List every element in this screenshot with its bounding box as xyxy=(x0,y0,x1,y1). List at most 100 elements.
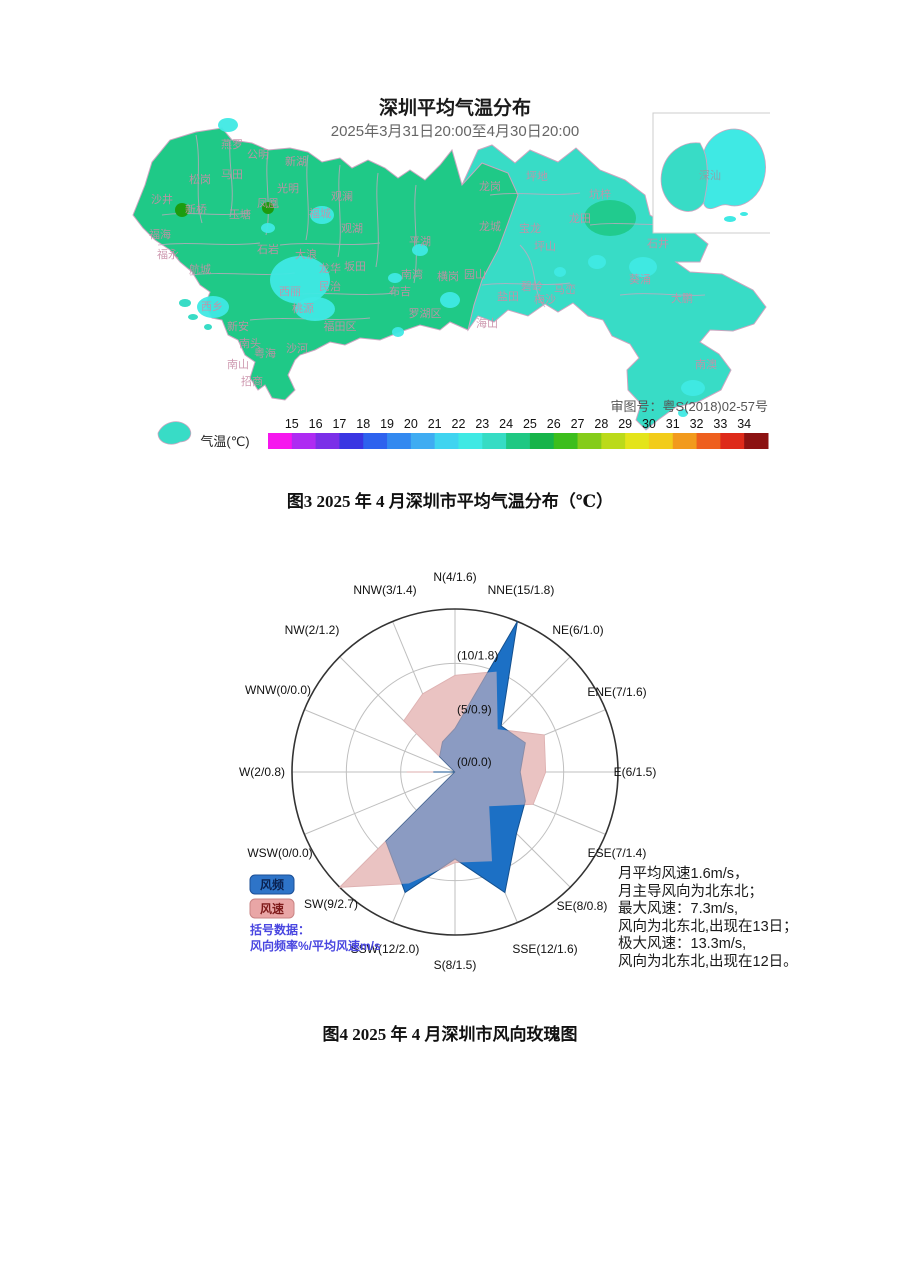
wind-stats-line: 月主导风向为北东北； xyxy=(618,883,763,900)
svg-text:坪地: 坪地 xyxy=(526,170,548,183)
svg-text:括号数据：: 括号数据： xyxy=(250,922,310,937)
map-cool-spots xyxy=(175,118,705,417)
svg-text:(0/0.0): (0/0.0) xyxy=(457,755,492,769)
svg-text:E(6/1.5): E(6/1.5) xyxy=(614,765,657,779)
legend-chip-frequency xyxy=(249,874,295,895)
svg-text:(10/1.8): (10/1.8) xyxy=(457,648,498,662)
svg-text:南湾: 南湾 xyxy=(401,267,423,281)
map-title: 深圳平均气温分布 xyxy=(379,96,531,119)
svg-text:34: 34 xyxy=(737,417,751,431)
wind-stats-line: 风向为北东北,出现在12日。 xyxy=(618,953,798,970)
svg-text:沙河: 沙河 xyxy=(286,342,308,355)
svg-text:平湖: 平湖 xyxy=(409,235,431,248)
svg-text:S(8/1.5): S(8/1.5) xyxy=(434,958,477,972)
svg-text:石岩: 石岩 xyxy=(257,242,279,256)
svg-text:福田区: 福田区 xyxy=(324,319,357,333)
svg-text:民治: 民治 xyxy=(319,279,341,293)
wind-rose-svg: (0/0.0) (5/0.9) (10/1.8) N(4/1.6) NNE(15/1.8… xyxy=(239,570,657,972)
svg-text:宝龙: 宝龙 xyxy=(519,221,541,235)
rose-ring-labels: (0/0.0) (5/0.9) (10/1.8) xyxy=(457,648,498,769)
svg-text:葵涌: 葵涌 xyxy=(629,273,651,286)
svg-text:新湖: 新湖 xyxy=(285,154,307,168)
svg-text:松岗: 松岗 xyxy=(189,172,211,186)
svg-text:西乡: 西乡 xyxy=(201,300,223,313)
svg-text:大鹏: 大鹏 xyxy=(671,291,693,305)
svg-text:观湖: 观湖 xyxy=(341,222,363,235)
svg-text:28: 28 xyxy=(594,417,608,431)
svg-text:石井: 石井 xyxy=(647,236,669,250)
svg-text:NNW(3/1.4): NNW(3/1.4) xyxy=(353,583,416,597)
svg-text:SSE(12/1.6): SSE(12/1.6) xyxy=(512,942,577,956)
svg-text:深汕: 深汕 xyxy=(699,169,721,182)
svg-text:布吉: 布吉 xyxy=(389,285,411,298)
svg-text:桃源: 桃源 xyxy=(292,301,314,315)
svg-text:航城: 航城 xyxy=(189,262,211,276)
map-colorbar: 气温(℃) 15 16 17 18 19 20 21 22 23 24 25 26 27 28 29 30 31 3… xyxy=(200,417,769,449)
figure4-caption: 图4 2025 年 4 月深圳市风向玫瑰图 xyxy=(322,1025,578,1044)
svg-text:公明: 公明 xyxy=(247,148,269,161)
svg-text:SSW(12/2.0): SSW(12/2.0) xyxy=(351,942,420,956)
svg-text:横岗: 横岗 xyxy=(437,269,459,283)
svg-text:观澜: 观澜 xyxy=(331,189,353,203)
svg-text:SE(8/0.8): SE(8/0.8) xyxy=(557,899,608,913)
svg-text:ESE(7/1.4): ESE(7/1.4) xyxy=(588,846,647,860)
figure-wind-rose: (0/0.0) (5/0.9) (10/1.8) N(4/1.6) NNE(15/1.8… xyxy=(230,557,680,987)
svg-text:29: 29 xyxy=(618,417,632,431)
svg-text:24: 24 xyxy=(499,417,513,431)
svg-text:西丽: 西丽 xyxy=(279,286,301,298)
svg-text:22: 22 xyxy=(452,417,466,431)
svg-text:SW(9/2.7): SW(9/2.7) xyxy=(304,897,358,911)
wind-stats-line: 极大风速：13.3m/s, xyxy=(618,936,747,952)
svg-text:风向频率%/平均风速m/s: 风向频率%/平均风速m/s xyxy=(250,938,381,953)
svg-text:福永: 福永 xyxy=(157,247,179,261)
svg-text:坑梓: 坑梓 xyxy=(589,187,611,201)
svg-text:坪山: 坪山 xyxy=(534,240,556,253)
svg-text:碧岭: 碧岭 xyxy=(521,279,543,293)
svg-text:31: 31 xyxy=(666,417,680,431)
svg-text:26: 26 xyxy=(547,417,561,431)
map-license: 审图号：粤S(2018)02-57号 xyxy=(611,399,769,414)
svg-text:WSW(0/0.0): WSW(0/0.0) xyxy=(247,846,312,860)
svg-text:玉塘: 玉塘 xyxy=(229,207,251,221)
svg-text:32: 32 xyxy=(690,417,704,431)
svg-text:W(2/0.8): W(2/0.8) xyxy=(239,765,285,779)
rose-note: 括号数据：风向频率%/平均风速m/s xyxy=(250,922,381,953)
figure-temperature-map: 深圳平均气温分布 2025年3月31日20:00至4月30日20:00 燕罗 公明 新湖… xyxy=(130,95,772,455)
svg-text:龙田: 龙田 xyxy=(569,212,591,225)
svg-text:罗湖区: 罗湖区 xyxy=(409,307,442,320)
svg-text:龙华: 龙华 xyxy=(319,261,341,275)
map-islands xyxy=(157,299,212,445)
svg-text:ENE(7/1.6): ENE(7/1.6) xyxy=(587,685,646,699)
map-subtitle: 2025年3月31日20:00至4月30日20:00 xyxy=(331,123,580,140)
svg-text:南头: 南头 xyxy=(239,337,261,350)
map-land xyxy=(132,127,767,431)
svg-text:风频: 风频 xyxy=(260,877,284,892)
svg-text:23: 23 xyxy=(475,417,489,431)
svg-text:园山: 园山 xyxy=(464,268,486,281)
svg-text:16: 16 xyxy=(309,417,323,431)
svg-text:光明: 光明 xyxy=(277,181,299,195)
legend-chip-speed xyxy=(249,898,295,919)
figure3-caption: 图3 2025 年 4 月深圳市平均气温分布（℃） xyxy=(286,492,614,511)
svg-text:海山: 海山 xyxy=(476,316,498,330)
svg-text:17: 17 xyxy=(332,417,346,431)
svg-text:25: 25 xyxy=(523,417,537,431)
svg-text:马峦: 马峦 xyxy=(554,282,576,296)
wind-stats-text: 月平均风速1.6m/s， 月主导风向为北东北； 最大风速：7.3m/s, 风向为北东北… xyxy=(618,866,896,971)
svg-text:27: 27 xyxy=(571,417,585,431)
svg-text:NW(2/1.2): NW(2/1.2) xyxy=(285,623,340,637)
svg-text:18: 18 xyxy=(356,417,370,431)
svg-text:南澳: 南澳 xyxy=(695,358,717,371)
svg-text:招商: 招商 xyxy=(241,374,263,388)
svg-text:风速: 风速 xyxy=(260,901,284,916)
svg-text:新安: 新安 xyxy=(227,319,249,333)
svg-text:盐田: 盐田 xyxy=(497,290,519,303)
wind-stats-line: 风向为北东北,出现在13日； xyxy=(618,918,798,935)
svg-text:粤海: 粤海 xyxy=(254,346,276,360)
svg-text:马田: 马田 xyxy=(221,168,243,181)
rose-speed-overlay xyxy=(339,671,546,888)
